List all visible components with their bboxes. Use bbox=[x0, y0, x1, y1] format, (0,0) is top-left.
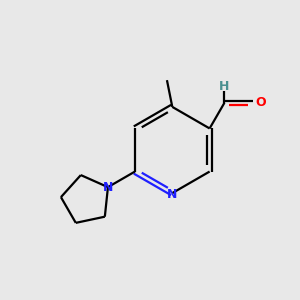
Text: O: O bbox=[256, 96, 266, 109]
Text: H: H bbox=[219, 80, 230, 93]
Text: N: N bbox=[103, 181, 113, 194]
Text: N: N bbox=[167, 188, 178, 201]
